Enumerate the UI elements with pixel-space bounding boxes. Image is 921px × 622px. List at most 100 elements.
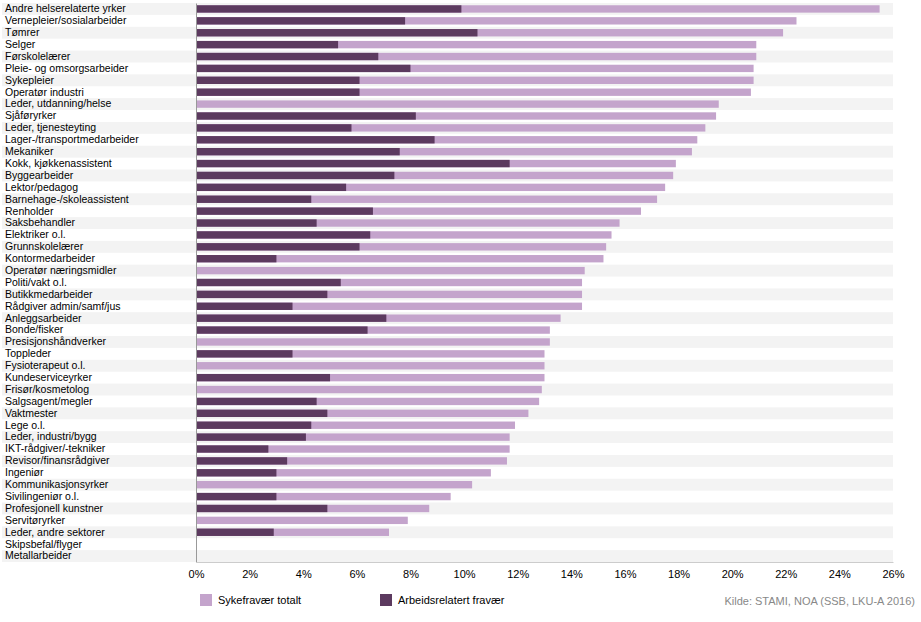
- bar: [196, 65, 754, 72]
- row-stripe: [2, 526, 893, 538]
- tick-label: Skipsbefal/flyger: [5, 538, 83, 550]
- tick-label: 2%: [242, 568, 258, 580]
- tick: Pleie- og omsorgsarbeider: [5, 62, 196, 74]
- bar: [196, 291, 582, 298]
- bar: [196, 350, 293, 357]
- bar: [196, 314, 561, 321]
- tick-label: Servitøryrker: [5, 514, 66, 526]
- bar: [196, 279, 582, 286]
- bar: [196, 350, 545, 357]
- bar: [196, 17, 796, 24]
- tick: Førskolelærer: [5, 50, 196, 62]
- bar: [196, 29, 783, 36]
- row-stripe: [2, 51, 893, 63]
- tick-label: Andre helserelaterte yrker: [5, 2, 126, 14]
- tick: IKT-rådgiver/-tekniker: [5, 442, 196, 454]
- tick-label: Lektor/pedagog: [5, 181, 78, 193]
- tick: Leder, industri/bygg: [5, 430, 196, 442]
- tick: Ingeniør: [5, 466, 196, 478]
- bar: [196, 243, 606, 250]
- row-stripe: [2, 336, 893, 348]
- tick: Grunnskolelærer: [5, 240, 196, 252]
- tick-label: Sjåføryrker: [5, 109, 57, 121]
- tick: Profesjonell kunstner: [5, 502, 196, 514]
- legend-swatch: [200, 594, 212, 606]
- bar: [196, 398, 317, 405]
- tick-label: 16%: [614, 568, 636, 580]
- row-stripe: [2, 170, 893, 182]
- tick-label: 4%: [296, 568, 312, 580]
- bar: [196, 196, 311, 203]
- legend-label: Sykefravær totalt: [218, 594, 301, 606]
- tick-label: Sykepleier: [5, 74, 55, 86]
- tick-label: Lager-/transportmedarbeider: [5, 133, 139, 145]
- bar: [196, 219, 620, 226]
- row-stripe: [2, 455, 893, 467]
- tick-label: Anleggsarbeider: [5, 312, 82, 324]
- tick-label: Byggearbeider: [5, 169, 74, 181]
- tick: Kundeserviceyrker: [5, 371, 196, 383]
- row-stripe: [2, 288, 893, 300]
- bar: [196, 29, 477, 36]
- tick-label: 26%: [882, 568, 904, 580]
- tick: Renholder: [5, 204, 196, 216]
- row-stripe: [2, 384, 893, 396]
- tick: Bonde/fisker: [5, 323, 196, 335]
- bar: [196, 445, 268, 452]
- tick: Kokk, kjøkkenassistent: [5, 157, 196, 169]
- tick: Sivilingeniør o.l.: [5, 490, 196, 502]
- bar: [196, 184, 665, 191]
- bar: [196, 410, 528, 417]
- tick-label: 18%: [668, 568, 690, 580]
- tick: Leder, tjenesteyting: [5, 121, 196, 133]
- bar: [196, 41, 338, 48]
- bar: [196, 41, 756, 48]
- bar: [196, 53, 756, 60]
- tick: 24%: [829, 562, 851, 580]
- tick: Sjåføryrker: [5, 109, 196, 121]
- tick-label: 10%: [454, 568, 476, 580]
- bar: [196, 529, 389, 536]
- axis-line: [197, 562, 894, 563]
- tick: Sykepleier: [5, 74, 196, 86]
- tick-label: Kontormedarbeider: [5, 252, 95, 264]
- tick-label: Leder, andre sektorer: [5, 526, 105, 538]
- tick: Barnehage-/skoleassistent: [5, 193, 196, 205]
- bar: [196, 172, 394, 179]
- bar: [196, 505, 327, 512]
- tick-label: Revisor/finansrådgiver: [5, 454, 110, 466]
- tick: Lege o.l.: [5, 419, 196, 431]
- tick: Lektor/pedagog: [5, 181, 196, 193]
- tick: 22%: [775, 562, 797, 580]
- bar: [196, 65, 410, 72]
- bar: [196, 17, 405, 24]
- bar: [196, 422, 311, 429]
- tick-label: Politi/vakt o.l.: [5, 276, 67, 288]
- tick-label: Bonde/fisker: [5, 323, 64, 335]
- tick-label: Barnehage-/skoleassistent: [5, 193, 129, 205]
- bar: [196, 160, 510, 167]
- series: [196, 5, 510, 536]
- bar: [196, 112, 716, 119]
- legend-item: Arbeidsrelatert fravær: [380, 594, 505, 606]
- bar: [196, 314, 386, 321]
- tick-label: Ingeniør: [5, 466, 44, 478]
- row-stripe: [2, 503, 893, 515]
- tick-label: Vernepleier/sosialarbeider: [5, 14, 127, 26]
- bar: [196, 148, 400, 155]
- tick-label: Kokk, kjøkkenassistent: [5, 157, 112, 169]
- bar: [196, 5, 880, 12]
- tick: Vaktmester: [5, 407, 196, 419]
- bar: [196, 291, 327, 298]
- tick: Tømrer: [5, 26, 196, 38]
- bar: [196, 231, 370, 238]
- tick: 12%: [507, 562, 529, 580]
- bar: [196, 410, 327, 417]
- tick-label: Mekaniker: [5, 145, 54, 157]
- bar: [196, 469, 491, 476]
- bar: [196, 243, 360, 250]
- tick: Elektriker o.l.: [5, 228, 196, 240]
- tick: 6%: [349, 562, 365, 580]
- bar: [196, 207, 641, 214]
- row-stripe: [2, 193, 893, 205]
